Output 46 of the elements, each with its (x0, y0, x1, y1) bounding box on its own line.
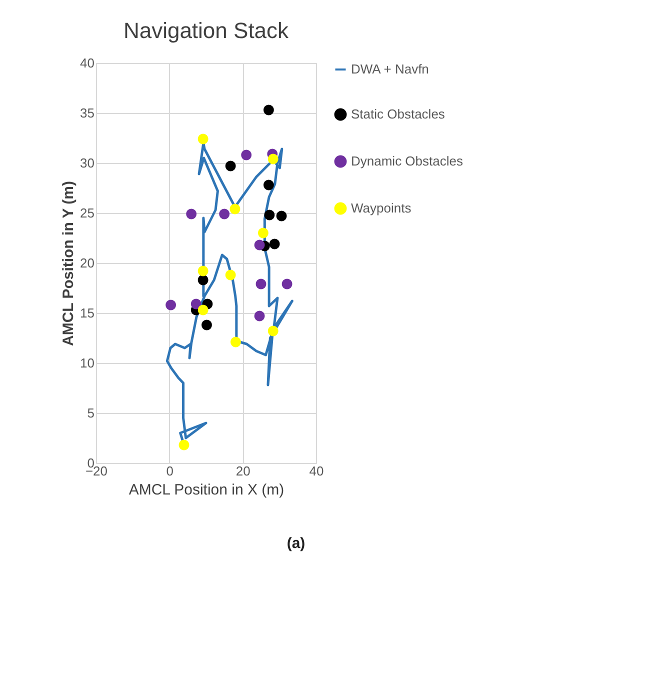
y-axis-title: AMCL Position in Y (m) (60, 180, 78, 346)
point (225, 270, 236, 280)
point (263, 180, 274, 190)
point (269, 238, 280, 250)
point (254, 310, 265, 322)
point (263, 104, 274, 116)
point (268, 154, 278, 164)
point (198, 304, 208, 316)
point (254, 240, 265, 250)
y-tick-label: 25 (80, 206, 94, 220)
point (241, 150, 252, 160)
legend-label: Waypoints (351, 200, 412, 216)
point (225, 160, 236, 172)
y-tick-label: 5 (87, 406, 94, 420)
point (178, 440, 190, 450)
point (198, 274, 208, 286)
point (258, 228, 268, 238)
legend-label: Static Obstacles (351, 106, 446, 122)
legend-label: Dynamic Obstacles (351, 154, 464, 168)
y-tick-label: 10 (80, 356, 94, 370)
point (264, 210, 275, 220)
y-tick-label: 40 (80, 56, 94, 70)
point (186, 208, 197, 220)
y-tick-label: 30 (80, 156, 94, 170)
text: (a) (286, 535, 306, 552)
legend-label: DWA + Navfn (351, 62, 429, 76)
point (268, 326, 278, 336)
point (282, 278, 292, 290)
point (230, 204, 240, 214)
y-tick-label: 35 (80, 106, 94, 120)
point (198, 266, 208, 276)
point (190, 298, 202, 310)
point (201, 320, 212, 330)
point (256, 278, 266, 290)
x-tick-label: 0 (166, 464, 174, 478)
point (230, 336, 241, 348)
y-tick-label: 15 (80, 306, 94, 320)
chart-title: Navigation Stack (123, 18, 290, 43)
point (198, 134, 208, 144)
point (219, 208, 230, 220)
x-tick-label: 20 (236, 464, 250, 478)
point (276, 210, 287, 222)
x-tick-label: 40 (309, 464, 324, 478)
y-tick-label: 20 (80, 256, 94, 270)
x-axis-title: AMCL Position in X (m) (128, 482, 284, 498)
point (166, 300, 176, 310)
